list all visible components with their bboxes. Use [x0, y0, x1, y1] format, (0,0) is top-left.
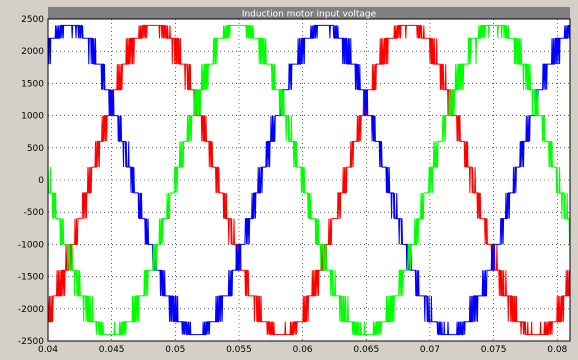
y-tick-label: -500: [24, 208, 45, 218]
y-tick-label: -2000: [18, 305, 44, 315]
x-tick-label: 0.08: [547, 345, 567, 355]
tick-labels: 0.04 0.045 0.05 0.055 0.06 0.065 0.07 0.075 0.08…: [18, 15, 568, 355]
y-tick-label: -2500: [18, 337, 44, 347]
voltage-phase-line: [47, 24, 571, 336]
x-tick-label: 0.055: [226, 345, 252, 355]
chart-title: Induction motor input voltage: [242, 10, 377, 20]
y-tick-label: 0: [38, 176, 44, 186]
plot-border: [47, 18, 571, 342]
voltage-phase-line: [48, 24, 571, 336]
x-tick-label: 0.075: [481, 345, 507, 355]
x-tick-label: 0.045: [99, 345, 125, 355]
x-tick-label: 0.05: [165, 345, 185, 355]
y-tick-label: -1500: [18, 273, 44, 283]
x-tick-label: 0.04: [38, 345, 58, 355]
x-tick-label: 0.065: [353, 345, 379, 355]
y-tick-label: 1500: [21, 79, 44, 89]
y-tick-label: -1000: [18, 240, 44, 250]
x-tick-label: 0.06: [293, 345, 313, 355]
series-layer: [47, 24, 571, 336]
y-tick-label: 2500: [21, 15, 44, 25]
x-tick-label: 0.07: [420, 345, 440, 355]
y-tick-label: 500: [27, 144, 44, 154]
voltage-phase-line: [47, 24, 571, 336]
y-tick-label: 2000: [21, 47, 44, 57]
y-tick-label: 1000: [21, 112, 44, 122]
title-bar: [48, 7, 570, 19]
